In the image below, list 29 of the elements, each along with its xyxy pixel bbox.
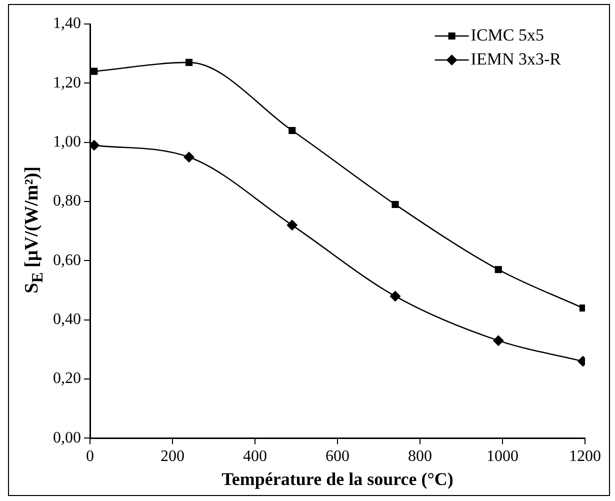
x-tick-label: 1200	[569, 448, 601, 466]
point	[286, 220, 298, 231]
y-tick-label: 0,00	[53, 429, 81, 446]
point	[288, 126, 296, 134]
point	[392, 200, 399, 208]
legend-label: ICMC 5x5	[470, 25, 544, 44]
x-tick-label: 0	[86, 448, 94, 466]
point	[390, 290, 401, 302]
x-tick-label: 1000	[486, 448, 518, 466]
point	[90, 140, 100, 151]
legend-label: IEMN 3x3-R	[470, 49, 562, 68]
y-tick-label: 0,60	[53, 252, 81, 269]
x-axis-title: Température de la source (°C)	[222, 468, 454, 489]
point	[90, 68, 98, 75]
point	[492, 335, 504, 346]
y-tick-label: 0,80	[53, 192, 81, 210]
x-tick-label: 600	[326, 448, 350, 466]
y-tick-label: 0,20	[53, 370, 81, 388]
x-tick-label: 800	[408, 448, 432, 466]
x-tick-label: 200	[160, 448, 184, 466]
x-tick-label: 400	[243, 448, 267, 466]
y-tick-label: 0,40	[53, 311, 81, 328]
point	[579, 304, 585, 312]
y-tick-label: 1,00	[53, 134, 81, 151]
point	[494, 266, 502, 274]
point	[184, 152, 194, 163]
y-tick-label: 1,20	[53, 74, 81, 92]
y-tick-label: 1,40	[53, 15, 81, 32]
point	[185, 58, 193, 66]
